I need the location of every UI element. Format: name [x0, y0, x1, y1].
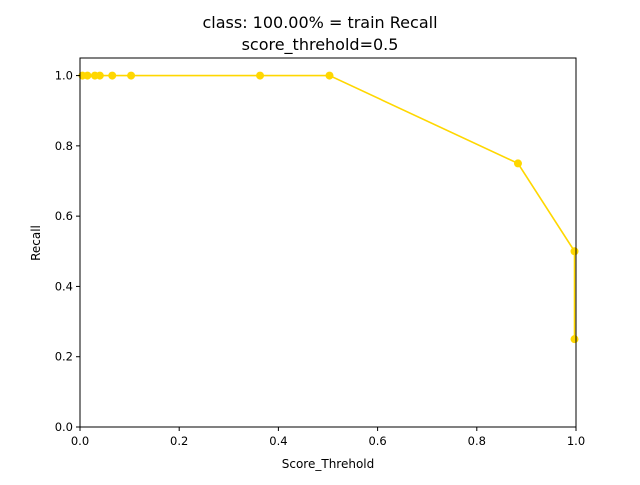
y-tick-label: 0.6	[55, 209, 73, 223]
plot-area	[78, 57, 579, 428]
y-tick-label: 0.2	[55, 350, 73, 364]
data-point	[325, 71, 334, 80]
x-tick-label: 0.4	[269, 434, 287, 448]
data-point	[127, 71, 136, 80]
data-point	[83, 71, 92, 80]
y-tick-label: 0.0	[55, 420, 73, 434]
data-point	[513, 159, 522, 168]
data-point	[108, 71, 117, 80]
x-tick-label: 0.8	[468, 434, 486, 448]
x-tick-label: 0.6	[368, 434, 386, 448]
chart-title: class: 100.00% = train Recall	[202, 13, 437, 32]
y-tick-label: 0.4	[55, 279, 73, 293]
chart-subtitle: score_threhold=0.5	[242, 35, 399, 55]
x-axis-label: Score_Threhold	[282, 457, 375, 471]
data-point	[256, 71, 265, 80]
data-point	[570, 247, 579, 256]
y-axis-ticks: 0.0 0.2 0.4 0.6 0.8 1.0	[55, 69, 80, 434]
axes-frame	[79, 57, 577, 428]
data-point	[95, 71, 104, 80]
y-tick-label: 0.8	[55, 139, 73, 153]
x-tick-label: 0.0	[71, 434, 89, 448]
y-tick-label: 1.0	[55, 69, 73, 83]
y-axis-label: Recall	[29, 225, 43, 261]
series-line	[82, 74, 576, 340]
x-tick-label: 1.0	[567, 434, 585, 448]
x-tick-label: 0.2	[170, 434, 188, 448]
x-axis-ticks: 0.0 0.2 0.4 0.6 0.8 1.0	[71, 427, 585, 448]
data-point	[570, 335, 579, 344]
